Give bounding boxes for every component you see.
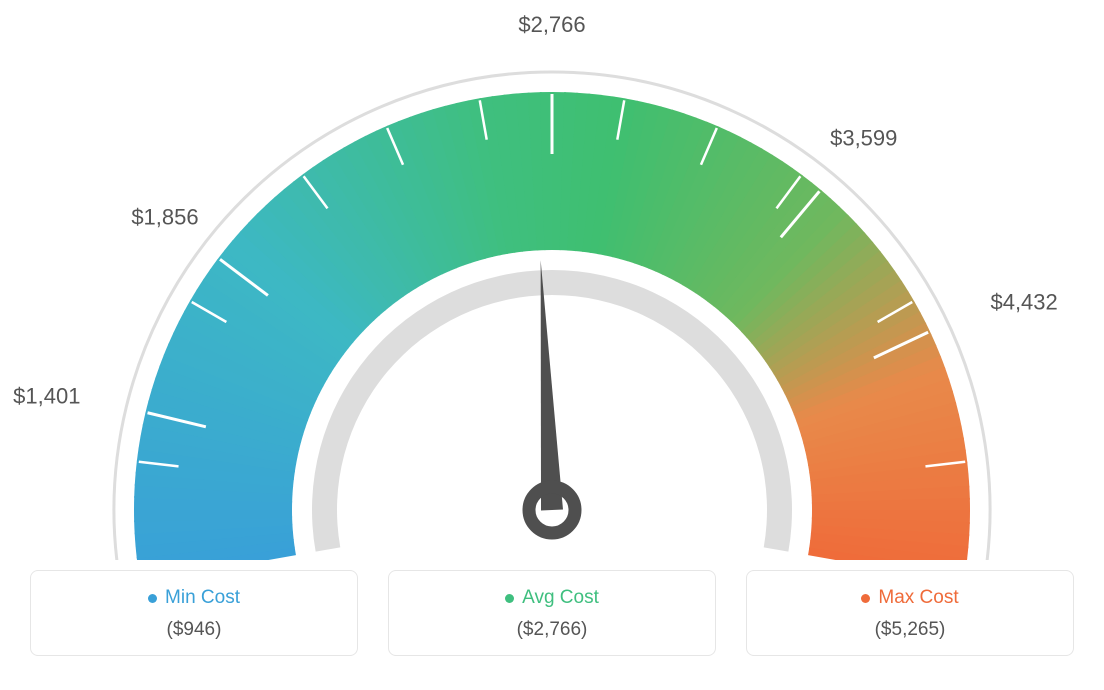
gauge-svg: $946$1,401$1,856$2,766$3,599$4,432$5,265: [0, 0, 1104, 560]
tick-label: $2,766: [518, 12, 585, 37]
legend-title-text: Min Cost: [165, 587, 240, 609]
legend-row: Min Cost ($946) Avg Cost ($2,766) Max Cost ($…: [0, 570, 1104, 656]
legend-value: ($2,766): [399, 619, 705, 641]
legend-value: ($946): [41, 619, 347, 641]
legend-card: Avg Cost ($2,766): [388, 570, 716, 656]
legend-dot-icon: [505, 594, 514, 603]
tick-label: $3,599: [830, 125, 897, 150]
legend-dot-icon: [861, 594, 870, 603]
legend-title: Max Cost: [861, 587, 958, 609]
legend-title: Min Cost: [148, 587, 240, 609]
gauge-area: $946$1,401$1,856$2,766$3,599$4,432$5,265: [0, 0, 1104, 560]
needle: [541, 260, 563, 510]
tick-label: $4,432: [990, 290, 1057, 315]
gauge-chart-container: $946$1,401$1,856$2,766$3,599$4,432$5,265…: [0, 0, 1104, 690]
tick-label: $1,401: [13, 384, 80, 409]
legend-card: Min Cost ($946): [30, 570, 358, 656]
legend-title-text: Avg Cost: [522, 587, 599, 609]
legend-value: ($5,265): [757, 619, 1063, 641]
legend-card: Max Cost ($5,265): [746, 570, 1074, 656]
legend-title: Avg Cost: [505, 587, 599, 609]
legend-title-text: Max Cost: [878, 587, 958, 609]
tick-label: $1,856: [131, 205, 198, 230]
legend-dot-icon: [148, 594, 157, 603]
